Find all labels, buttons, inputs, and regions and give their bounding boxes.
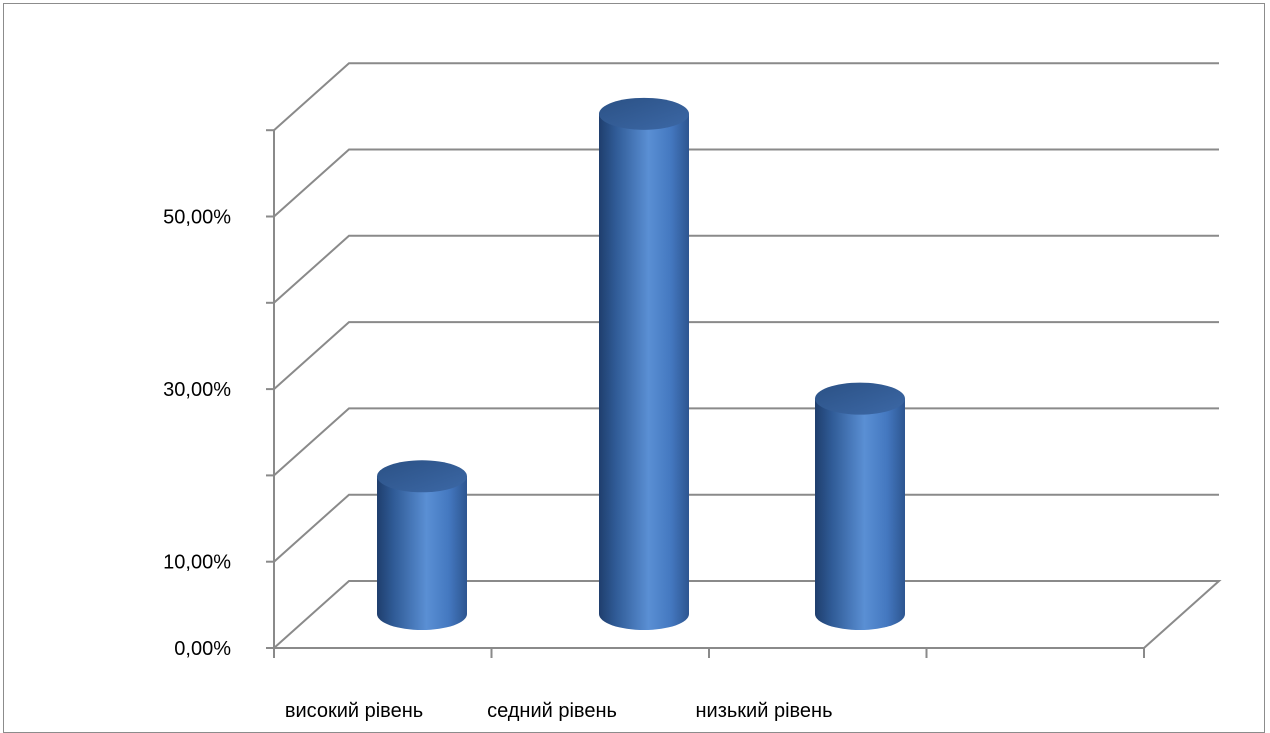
gridline	[273, 407, 1219, 477]
gridline	[273, 234, 1219, 304]
gridlines	[273, 62, 1222, 649]
x-category-label: низький рівень	[695, 700, 832, 722]
chart-frame: 0,00% 10,00% 30,00% 50,00% високий рівень сед…	[3, 3, 1265, 733]
bar-top	[815, 382, 905, 415]
gridline	[273, 493, 1219, 563]
bar-body	[815, 398, 905, 630]
bars	[377, 97, 905, 630]
bar-top	[599, 97, 689, 130]
labels: 0,00% 10,00% 30,00% 50,00% високий рівень сед…	[163, 207, 832, 723]
gridline	[273, 62, 1219, 131]
bar	[599, 97, 689, 630]
x-category-label: седний рівень	[487, 700, 617, 722]
chart-svg: 0,00% 10,00% 30,00% 50,00% високий рівень сед…	[163, 62, 1222, 723]
bar	[815, 382, 905, 630]
gridline	[273, 321, 1219, 390]
bar-body	[599, 113, 689, 630]
bar-top	[377, 460, 467, 493]
axes	[266, 129, 1145, 658]
y-tick-label: 50,00%	[163, 207, 231, 229]
y-tick-label: 10,00%	[163, 552, 231, 574]
floor-edge	[273, 580, 1222, 649]
gridline	[273, 148, 1219, 218]
y-tick-label: 30,00%	[163, 379, 231, 401]
y-tick-label: 0,00%	[174, 638, 231, 660]
bar-body	[377, 476, 467, 630]
bar	[377, 460, 467, 630]
x-category-label: високий рівень	[285, 700, 423, 722]
